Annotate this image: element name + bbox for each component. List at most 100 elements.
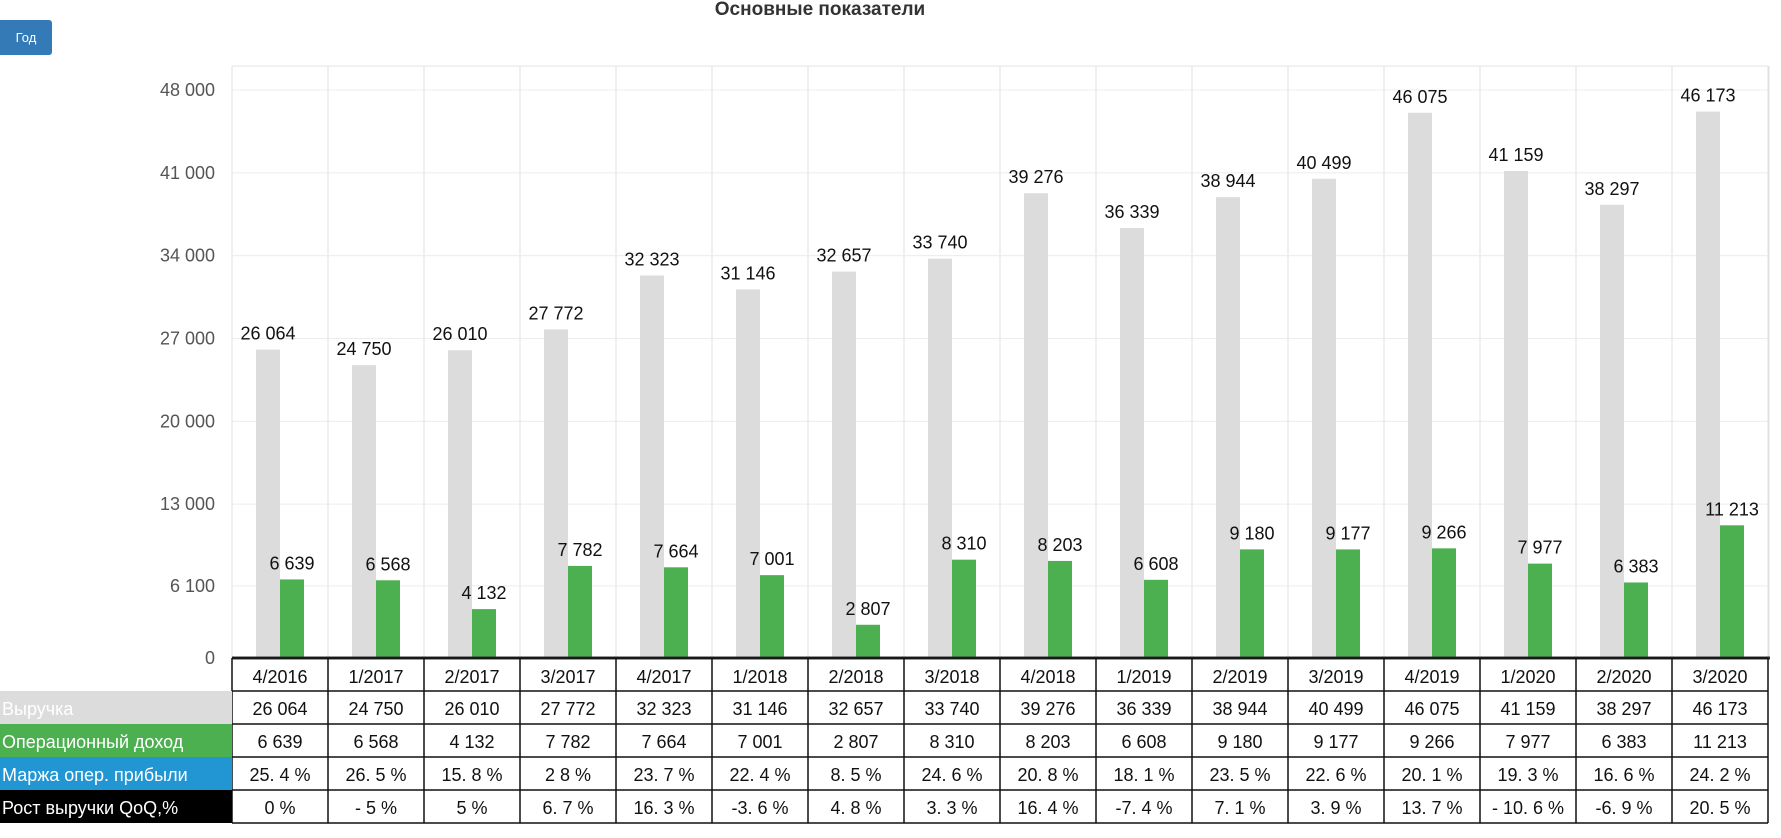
x-tick-label: 3/2018 xyxy=(924,667,979,687)
bar-operating-income xyxy=(664,567,688,658)
bar-label-operating-income: 9 180 xyxy=(1229,523,1274,543)
bar-label-revenue: 39 276 xyxy=(1008,167,1063,187)
x-tick-label: 2/2017 xyxy=(444,667,499,687)
bar-label-operating-income: 4 132 xyxy=(461,583,506,603)
table-cell: 4 132 xyxy=(449,732,494,752)
bar-revenue xyxy=(640,275,664,658)
bar-label-operating-income: 7 977 xyxy=(1517,538,1562,558)
period-year-button[interactable]: Год xyxy=(0,20,52,55)
table-cell: - 10. 6 % xyxy=(1492,798,1564,818)
bar-revenue xyxy=(1600,204,1624,658)
table-cell: 19. 3 % xyxy=(1497,765,1558,785)
bar-operating-income xyxy=(1144,579,1168,658)
table-cell: -6. 9 % xyxy=(1595,798,1652,818)
bar-label-revenue: 32 657 xyxy=(816,246,871,266)
table-cell: 16. 6 % xyxy=(1593,765,1654,785)
table-cell: 39 276 xyxy=(1020,699,1075,719)
table-cell: 6 568 xyxy=(353,732,398,752)
bar-revenue xyxy=(1024,193,1048,658)
bar-label-revenue: 38 944 xyxy=(1200,171,1255,191)
table-cell: 8. 5 % xyxy=(830,765,881,785)
table-cell: 25. 4 % xyxy=(249,765,310,785)
table-cell: 7 001 xyxy=(737,732,782,752)
table-cell: 0 % xyxy=(264,798,295,818)
bar-label-revenue: 38 297 xyxy=(1584,179,1639,199)
bar-revenue xyxy=(256,349,280,658)
table-cell: 26. 5 % xyxy=(345,765,406,785)
bar-operating-income xyxy=(1240,549,1264,658)
x-tick-label: 1/2018 xyxy=(732,667,787,687)
bar-label-revenue: 41 159 xyxy=(1488,145,1543,165)
table-cell: 38 297 xyxy=(1596,699,1651,719)
bar-revenue xyxy=(736,289,760,658)
table-cell: 6. 7 % xyxy=(542,798,593,818)
bar-revenue xyxy=(544,329,568,658)
bar-revenue xyxy=(448,350,472,658)
bar-revenue xyxy=(1504,170,1528,658)
table-cell: 23. 5 % xyxy=(1209,765,1270,785)
bar-label-revenue: 27 772 xyxy=(528,303,583,323)
table-cell: 6 639 xyxy=(257,732,302,752)
table-cell: 3. 9 % xyxy=(1310,798,1361,818)
table-cell: 24. 6 % xyxy=(921,765,982,785)
table-row-header-bg xyxy=(0,724,232,757)
bar-label-operating-income: 2 807 xyxy=(845,599,890,619)
table-cell: 15. 8 % xyxy=(441,765,502,785)
table-cell: 20. 8 % xyxy=(1017,765,1078,785)
bar-revenue xyxy=(832,271,856,658)
x-tick-label: 3/2020 xyxy=(1692,667,1747,687)
table-cell: 40 499 xyxy=(1308,699,1363,719)
table-cell: 46 075 xyxy=(1404,699,1459,719)
bar-label-revenue: 32 323 xyxy=(624,250,679,270)
bar-label-revenue: 40 499 xyxy=(1296,153,1351,173)
x-tick-label: 1/2017 xyxy=(348,667,403,687)
table-cell: 46 173 xyxy=(1692,699,1747,719)
table-cell: 16. 3 % xyxy=(633,798,694,818)
bar-revenue xyxy=(1120,227,1144,658)
table-row-header: Маржа опер. прибыли xyxy=(2,765,188,785)
table-cell: 22. 4 % xyxy=(729,765,790,785)
table-cell: 2 8 % xyxy=(545,765,591,785)
x-tick-label: 2/2019 xyxy=(1212,667,1267,687)
bar-label-revenue: 46 075 xyxy=(1392,87,1447,107)
y-tick-label: 13 000 xyxy=(160,494,215,514)
table-cell: - 5 % xyxy=(355,798,397,818)
table-cell: 8 310 xyxy=(929,732,974,752)
chart-title: Основные показатели xyxy=(714,0,926,20)
table-cell: 3. 3 % xyxy=(926,798,977,818)
table-row-header: Операционный доход xyxy=(2,732,184,752)
bar-label-revenue: 24 750 xyxy=(336,339,391,359)
table-row-header-bg xyxy=(0,790,232,823)
bar-label-operating-income: 11 213 xyxy=(1705,499,1759,519)
table-cell: 24 750 xyxy=(348,699,403,719)
bar-label-operating-income: 6 608 xyxy=(1133,554,1178,574)
x-tick-label: 1/2020 xyxy=(1500,667,1555,687)
table-cell: 7. 1 % xyxy=(1214,798,1265,818)
bar-label-revenue: 26 064 xyxy=(240,324,295,344)
table-cell: 41 159 xyxy=(1500,699,1555,719)
bar-label-operating-income: 6 383 xyxy=(1613,556,1658,576)
bar-revenue xyxy=(928,258,952,658)
bar-revenue xyxy=(1408,112,1432,658)
y-tick-label: 41 000 xyxy=(160,163,215,183)
table-cell: 5 % xyxy=(456,798,487,818)
table-cell: 23. 7 % xyxy=(633,765,694,785)
table-cell: 32 323 xyxy=(636,699,691,719)
bar-label-revenue: 33 740 xyxy=(912,233,967,253)
bar-label-operating-income: 9 266 xyxy=(1421,522,1466,542)
bar-operating-income xyxy=(280,579,304,658)
bar-label-operating-income: 6 639 xyxy=(269,553,314,573)
bar-operating-income xyxy=(472,609,496,658)
x-tick-label: 4/2019 xyxy=(1404,667,1459,687)
bar-label-operating-income: 6 568 xyxy=(365,554,410,574)
table-cell: 36 339 xyxy=(1116,699,1171,719)
x-tick-label: 3/2017 xyxy=(540,667,595,687)
bar-label-operating-income: 7 782 xyxy=(557,540,602,560)
bar-label-revenue: 26 010 xyxy=(432,324,487,344)
table-cell: 20. 1 % xyxy=(1401,765,1462,785)
y-tick-label: 34 000 xyxy=(160,246,215,266)
x-tick-label: 4/2016 xyxy=(252,667,307,687)
table-cell: 8 203 xyxy=(1025,732,1070,752)
x-tick-label: 1/2019 xyxy=(1116,667,1171,687)
